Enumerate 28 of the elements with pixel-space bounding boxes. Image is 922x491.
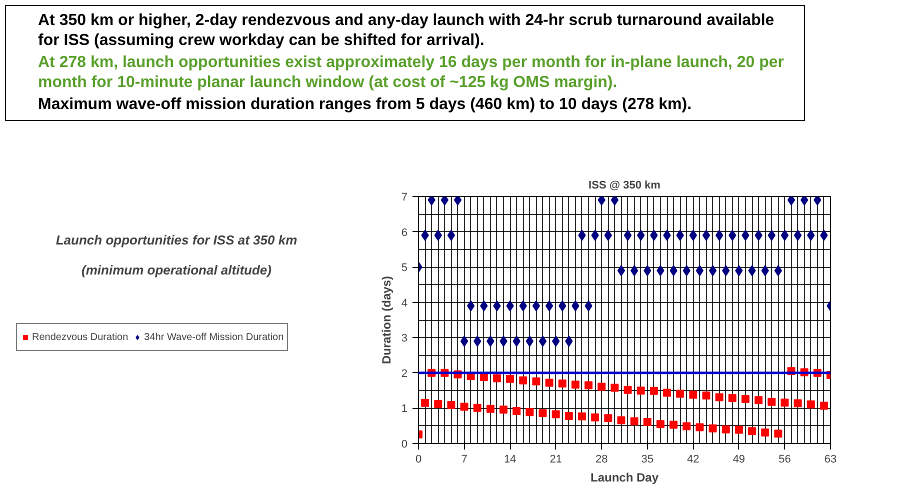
y-tick-label: 5: [401, 262, 408, 274]
y-tick-label: 2: [401, 368, 408, 380]
legend-label: Rendezvous Duration: [32, 332, 128, 342]
y-tick-label: 6: [401, 226, 408, 239]
y-tick-label: 4: [401, 297, 408, 310]
y-tick-label: 7: [401, 192, 408, 204]
x-tick-label: 63: [824, 454, 837, 466]
x-tick-label: 42: [687, 454, 700, 466]
x-tick-label: 7: [461, 454, 468, 466]
text: At 350 km or higher, 2-day rendezvous and any-day launch with 24-hr scrub turnaround available for ISS (assuming crew workday can be shifted for arrival).: [37, 11, 776, 51]
y-tick-label: 0: [401, 438, 408, 450]
legend-label: 34hr Wave-off Mission Duration: [144, 332, 284, 342]
text: At 278 km, launch opportunities exist approximately 16 days per month for in-plane launch, 20 per month for 10-minute planar launch window (at cost of ~125 kg OMS margin).: [37, 53, 785, 93]
x-tick-label: 21: [550, 454, 562, 466]
text: Launch opportunities for ISS at 350 km: [56, 232, 298, 248]
text: Maximum wave-off mission duration ranges from 5 days (460 km) to 10 days (278 km).: [37, 95, 693, 115]
x-tick-label: 35: [641, 454, 654, 466]
chart-title: ISS @ 350 km: [588, 180, 661, 192]
x-tick-label: 14: [504, 454, 516, 466]
x-tick-label: 56: [778, 454, 791, 466]
x-tick-label: 0: [415, 454, 422, 466]
x-tick-label: 28: [595, 454, 608, 466]
y-tick-label: 3: [401, 332, 408, 345]
y-tick-label: 1: [401, 403, 408, 416]
text: (minimum operational altitude): [82, 262, 272, 278]
x-axis-title: Launch Day: [590, 470, 659, 484]
y-axis-title: Duration (days): [379, 276, 394, 364]
x-tick-label: 49: [732, 454, 746, 466]
